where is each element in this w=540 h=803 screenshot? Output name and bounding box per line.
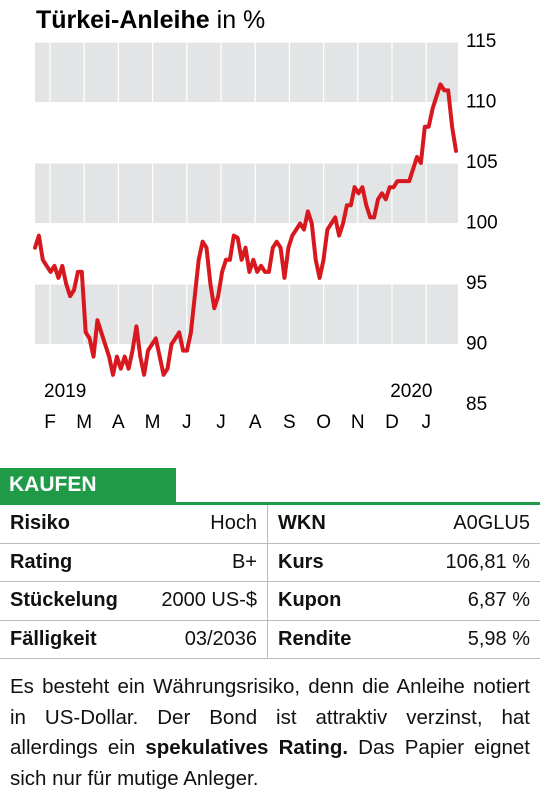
band: [35, 42, 458, 103]
x-tick-label: J: [421, 412, 431, 433]
row-label: Fälligkeit: [10, 627, 97, 650]
y-tick-label: 85: [466, 394, 487, 415]
row-value: Hoch: [120, 505, 268, 543]
x-tick-label: M: [145, 412, 161, 433]
x-tick-label: N: [351, 412, 365, 433]
header-label: KAUFEN: [0, 468, 176, 502]
y-tick-label: 110: [466, 92, 496, 113]
row-value: 6,87 %: [467, 589, 530, 611]
text-part: Es besteht ein Währungsrisiko, denn die …: [10, 675, 530, 759]
row-value: 106,81 %: [445, 550, 530, 573]
x-tick-label: S: [283, 412, 296, 433]
chart: Türkei-Anleihe in % F M A M J J A S O N D J859095100…: [33, 6, 498, 433]
y-tick-label: 105: [466, 152, 498, 173]
y-tick-label: 115: [466, 31, 496, 52]
x-tick-label: A: [112, 412, 125, 433]
x-tick-label: J: [216, 412, 226, 433]
data-table: KAUFEN Risiko Hoch WKN A0GLU5 Rating B+ Kurs 10…: [0, 468, 540, 659]
row-label: Kupon: [278, 589, 342, 611]
description: Es besteht ein Währungsrisiko, denn die …: [10, 672, 530, 794]
table-row: Fälligkeit 03/2036 Rendite 5,98 %: [0, 620, 540, 659]
series-line: [33, 82, 458, 377]
row-label: Rating: [10, 550, 73, 573]
y-tick-label: 95: [466, 273, 487, 294]
y-tick-label: 90: [466, 334, 487, 355]
band: [35, 284, 458, 345]
table-body: Risiko Hoch WKN A0GLU5 Rating B+ Kurs 106,81 % S…: [0, 505, 540, 659]
title: Türkei-Anleihe: [36, 6, 210, 34]
x-tick-label: F: [44, 412, 56, 433]
row-value: B+: [120, 543, 268, 581]
table-row: Stückelung 2000 US-$ Kupon 6,87 %: [0, 582, 540, 621]
band: [35, 163, 458, 224]
x-tick-label: D: [385, 412, 399, 433]
row-value: 03/2036: [120, 620, 268, 658]
row-value: A0GLU5: [453, 512, 530, 534]
year-label: 2020: [390, 381, 432, 402]
table-header: KAUFEN: [0, 468, 540, 505]
text-part: Das Papier eignet sich nur für mutige An…: [10, 736, 531, 790]
row-label: WKN: [278, 512, 326, 534]
row-label: Stückelung: [10, 589, 118, 611]
row-label: Risiko: [10, 512, 71, 534]
table-row: Rating B+ Kurs 106,81 %: [0, 543, 540, 582]
x-tick-label: J: [182, 412, 192, 433]
table-row: Risiko Hoch WKN A0GLU5: [0, 505, 540, 544]
year-label: 2019: [44, 381, 86, 402]
x-tick-label: M: [76, 412, 92, 433]
row-label: Rendite: [278, 627, 352, 650]
y-tick-label: 100: [466, 213, 498, 234]
x-tick-label: O: [316, 412, 331, 433]
x-tick-label: A: [249, 412, 262, 433]
row-value: 2000 US-$: [120, 582, 268, 620]
chart-title: Türkei-Anleihe in %: [36, 6, 265, 34]
row-label: Kurs: [278, 550, 324, 573]
text-bold: spekulatives Rating.: [145, 736, 349, 759]
unit: in %: [217, 6, 266, 34]
row-value: 5,98 %: [467, 627, 530, 650]
